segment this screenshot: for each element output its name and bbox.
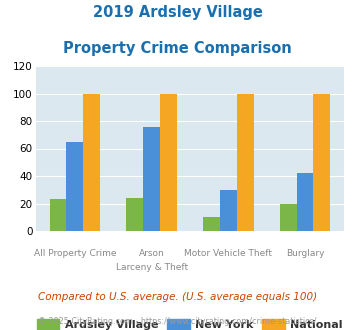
- Bar: [50, 199, 66, 231]
- Text: © 2025 CityRating.com - https://www.cityrating.com/crime-statistics/: © 2025 CityRating.com - https://www.city…: [38, 317, 317, 326]
- Text: 2019 Ardsley Village: 2019 Ardsley Village: [93, 5, 262, 20]
- Bar: [296, 173, 313, 231]
- Text: Motor Vehicle Theft: Motor Vehicle Theft: [184, 249, 272, 258]
- Bar: [143, 126, 160, 231]
- Text: Compared to U.S. average. (U.S. average equals 100): Compared to U.S. average. (U.S. average …: [38, 292, 317, 302]
- Bar: [280, 204, 296, 231]
- Bar: [83, 93, 100, 231]
- Text: All Property Crime: All Property Crime: [34, 249, 116, 258]
- Bar: [203, 217, 220, 231]
- Bar: [160, 93, 177, 231]
- Text: Larceny & Theft: Larceny & Theft: [115, 263, 188, 272]
- Text: Burglary: Burglary: [286, 249, 324, 258]
- Bar: [313, 93, 330, 231]
- Bar: [126, 198, 143, 231]
- Legend: Ardsley Village, New York, National: Ardsley Village, New York, National: [33, 314, 347, 330]
- Bar: [237, 93, 253, 231]
- Text: Property Crime Comparison: Property Crime Comparison: [63, 41, 292, 56]
- Bar: [220, 190, 237, 231]
- Text: Arson: Arson: [139, 249, 164, 258]
- Bar: [66, 142, 83, 231]
